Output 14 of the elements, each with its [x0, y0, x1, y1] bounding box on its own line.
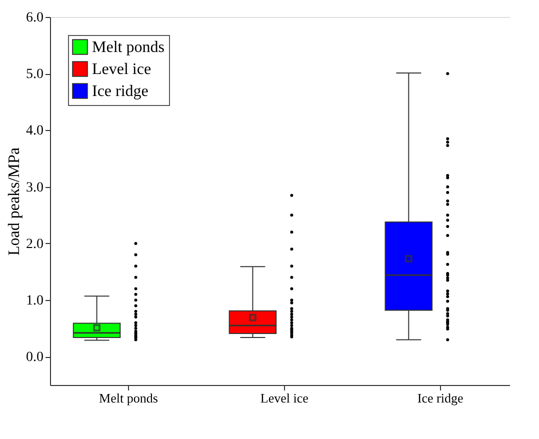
- y-tick-label: 5.0: [26, 67, 44, 82]
- legend-label: Ice ridge: [92, 83, 148, 100]
- y-tick-label: 4.0: [26, 124, 44, 139]
- y-tick-label: 6.0: [26, 10, 44, 26]
- legend-label: Melt ponds: [92, 39, 164, 56]
- x-tick-label: Ice ridge: [417, 390, 464, 406]
- x-tick-label: Melt ponds: [99, 390, 158, 406]
- legend-label: Level ice: [92, 61, 152, 78]
- y-tick-label: 3.0: [26, 180, 44, 196]
- x-tick-label: Level ice: [260, 390, 309, 406]
- y-axis-title: Load peaks/MPa: [6, 148, 23, 256]
- y-tick-label: 2.0: [26, 236, 44, 252]
- y-tick-label: 0.0: [26, 350, 44, 366]
- y-tick-label: 1.0: [26, 294, 44, 309]
